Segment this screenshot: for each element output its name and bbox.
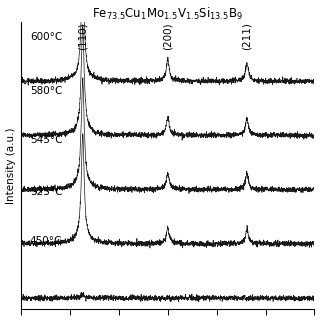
Text: 580°C: 580°C [30, 86, 62, 96]
Text: (110): (110) [78, 23, 88, 51]
Text: 545°C: 545°C [30, 135, 62, 145]
Text: 600°C: 600°C [30, 32, 62, 42]
Text: 450°C: 450°C [30, 236, 62, 246]
Text: 525°C: 525°C [30, 187, 62, 197]
Title: Fe$_{73.5}$Cu$_1$Mo$_{1.5}$V$_{1.5}$Si$_{13.5}$B$_9$: Fe$_{73.5}$Cu$_1$Mo$_{1.5}$V$_{1.5}$Si$_… [92, 5, 243, 22]
Text: (211): (211) [242, 23, 252, 51]
Y-axis label: Intensity (a.u.): Intensity (a.u.) [5, 127, 16, 204]
Text: (200): (200) [163, 23, 173, 51]
